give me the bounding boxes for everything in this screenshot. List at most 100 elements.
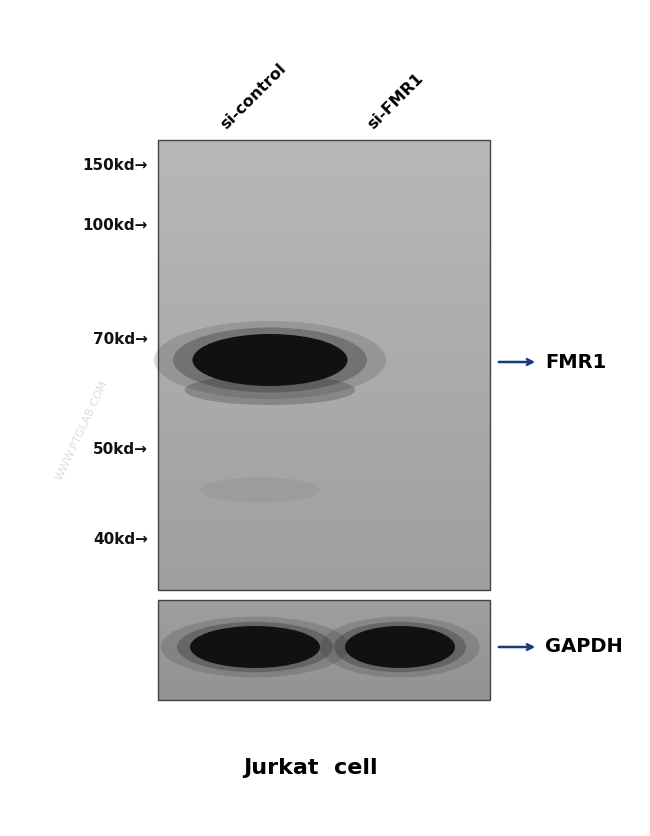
Bar — [158, 410, 490, 418]
Ellipse shape — [200, 477, 320, 502]
Bar — [158, 610, 490, 615]
Bar — [158, 425, 490, 433]
Bar — [158, 388, 490, 395]
Text: 40kd→: 40kd→ — [93, 533, 148, 548]
Bar — [158, 620, 490, 625]
Bar — [158, 600, 490, 605]
Bar — [158, 660, 490, 665]
Bar — [158, 568, 490, 575]
Bar — [158, 313, 490, 320]
Bar — [158, 185, 490, 193]
Ellipse shape — [177, 622, 333, 672]
Bar — [158, 455, 490, 463]
Bar — [158, 477, 490, 486]
Ellipse shape — [190, 626, 320, 668]
Bar — [158, 625, 490, 630]
Bar — [158, 650, 490, 655]
Bar — [158, 298, 490, 305]
Text: WWW.PTGLAB.COM: WWW.PTGLAB.COM — [55, 379, 110, 482]
Bar — [158, 553, 490, 560]
Bar — [158, 162, 490, 171]
Bar — [158, 447, 490, 456]
Text: 70kd→: 70kd→ — [93, 333, 148, 348]
Bar — [158, 365, 490, 373]
Text: FMR1: FMR1 — [545, 353, 606, 371]
Bar — [158, 245, 490, 253]
Bar — [158, 252, 490, 261]
Text: si-FMR1: si-FMR1 — [365, 70, 426, 132]
Bar — [158, 380, 490, 388]
Bar — [158, 560, 490, 568]
Bar — [158, 440, 490, 448]
Bar — [158, 200, 490, 208]
Bar — [158, 538, 490, 546]
Text: Jurkat  cell: Jurkat cell — [242, 758, 377, 778]
Bar — [158, 432, 490, 441]
Ellipse shape — [334, 622, 466, 672]
Bar — [158, 373, 490, 380]
Bar — [158, 690, 490, 696]
Ellipse shape — [185, 375, 356, 405]
Bar — [158, 343, 490, 350]
Bar — [158, 222, 490, 231]
Bar — [158, 395, 490, 403]
Bar — [158, 402, 490, 410]
Bar — [158, 485, 490, 493]
Bar — [158, 350, 490, 358]
Bar — [158, 462, 490, 471]
Bar — [158, 575, 490, 583]
Bar — [158, 237, 490, 246]
Ellipse shape — [320, 617, 480, 677]
Bar — [158, 695, 490, 701]
Bar — [158, 260, 490, 268]
Bar — [158, 640, 490, 645]
Bar — [158, 665, 490, 670]
Ellipse shape — [173, 328, 367, 392]
Text: 50kd→: 50kd→ — [93, 442, 148, 457]
Bar — [158, 645, 490, 650]
Bar — [158, 492, 490, 501]
Text: 100kd→: 100kd→ — [83, 217, 148, 232]
Bar — [158, 500, 490, 508]
Text: 150kd→: 150kd→ — [83, 157, 148, 172]
Bar — [158, 615, 490, 620]
Bar — [158, 507, 490, 516]
Bar — [158, 335, 490, 343]
Bar — [158, 670, 490, 675]
Bar — [158, 655, 490, 660]
Bar — [158, 207, 490, 216]
Bar — [158, 600, 490, 700]
Bar — [158, 275, 490, 283]
Ellipse shape — [154, 321, 386, 399]
Bar — [158, 147, 490, 155]
Bar — [158, 328, 490, 335]
Bar — [158, 515, 490, 523]
Bar — [158, 215, 490, 223]
Bar — [158, 140, 490, 148]
Text: GAPDH: GAPDH — [545, 638, 623, 656]
Bar — [158, 530, 490, 538]
Bar — [158, 685, 490, 691]
Bar — [158, 470, 490, 478]
Ellipse shape — [345, 626, 455, 668]
Bar — [158, 305, 490, 313]
Bar — [158, 675, 490, 681]
Ellipse shape — [192, 334, 348, 386]
Bar — [158, 177, 490, 186]
Bar — [158, 268, 490, 276]
Bar — [158, 417, 490, 426]
Bar — [158, 155, 490, 163]
Bar — [158, 522, 490, 531]
Bar — [158, 605, 490, 610]
Bar — [158, 630, 490, 635]
Bar — [158, 170, 490, 178]
Bar — [158, 192, 490, 201]
Bar — [158, 545, 490, 553]
Bar — [158, 283, 490, 290]
Ellipse shape — [161, 617, 349, 677]
Bar — [158, 140, 490, 590]
Bar — [158, 635, 490, 640]
Bar — [158, 680, 490, 686]
Bar — [158, 583, 490, 590]
Bar — [158, 290, 490, 298]
